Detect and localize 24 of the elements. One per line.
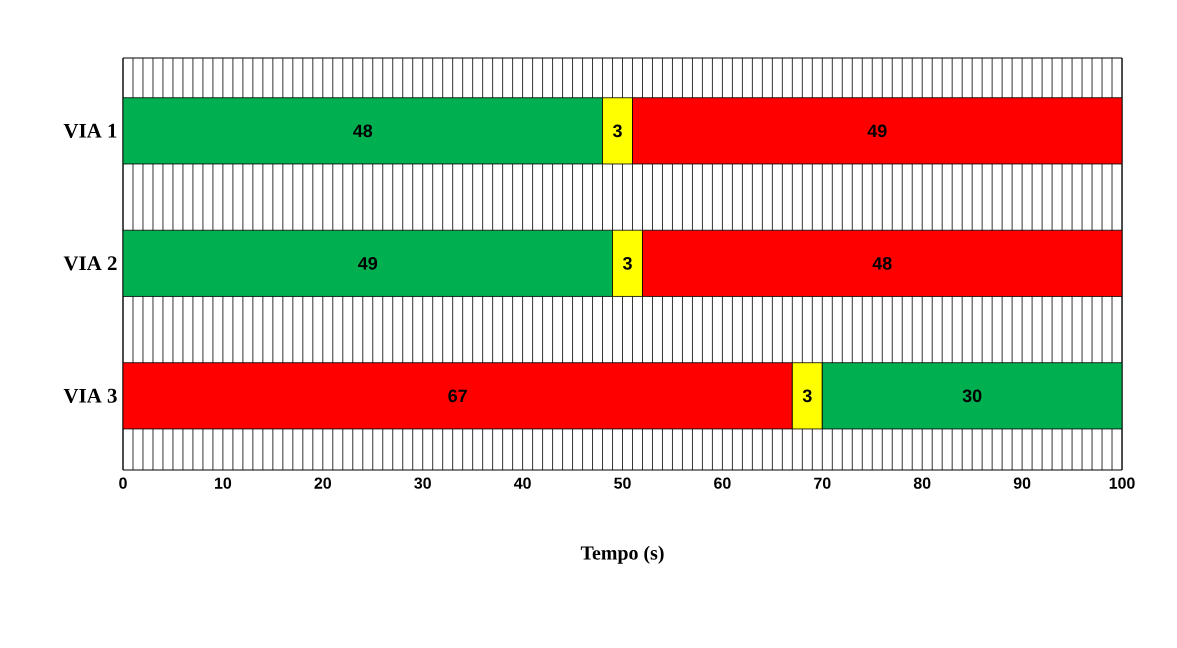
x-tick-label: 90 — [1013, 477, 1031, 489]
x-tick-label: 70 — [814, 477, 831, 489]
x-tick-label: 60 — [714, 477, 731, 489]
x-tick-label: 100 — [1109, 477, 1135, 489]
data-label: 3 — [802, 389, 812, 403]
x-tick-label: 40 — [513, 477, 531, 489]
y-tick-label: VIA 2 — [63, 256, 117, 271]
data-label: 30 — [962, 389, 982, 403]
y-tick-label: VIA 3 — [63, 388, 117, 403]
data-label: 3 — [612, 124, 622, 138]
data-label: 3 — [622, 256, 632, 270]
data-label: 49 — [358, 256, 378, 270]
x-tick-label: 10 — [215, 477, 232, 489]
x-tick-label: 50 — [614, 477, 631, 489]
x-tick-label: 80 — [913, 477, 931, 489]
y-tick-label: VIA 1 — [63, 123, 117, 138]
x-axis-title: Tempo (s) — [580, 545, 664, 564]
x-tick-label: 0 — [119, 477, 127, 489]
data-label: 49 — [867, 124, 887, 138]
x-tick-label: 20 — [314, 477, 331, 489]
data-label: 67 — [448, 389, 467, 403]
data-label: 48 — [353, 124, 373, 138]
x-tick-label: 30 — [414, 477, 431, 489]
data-label: 48 — [872, 256, 892, 270]
